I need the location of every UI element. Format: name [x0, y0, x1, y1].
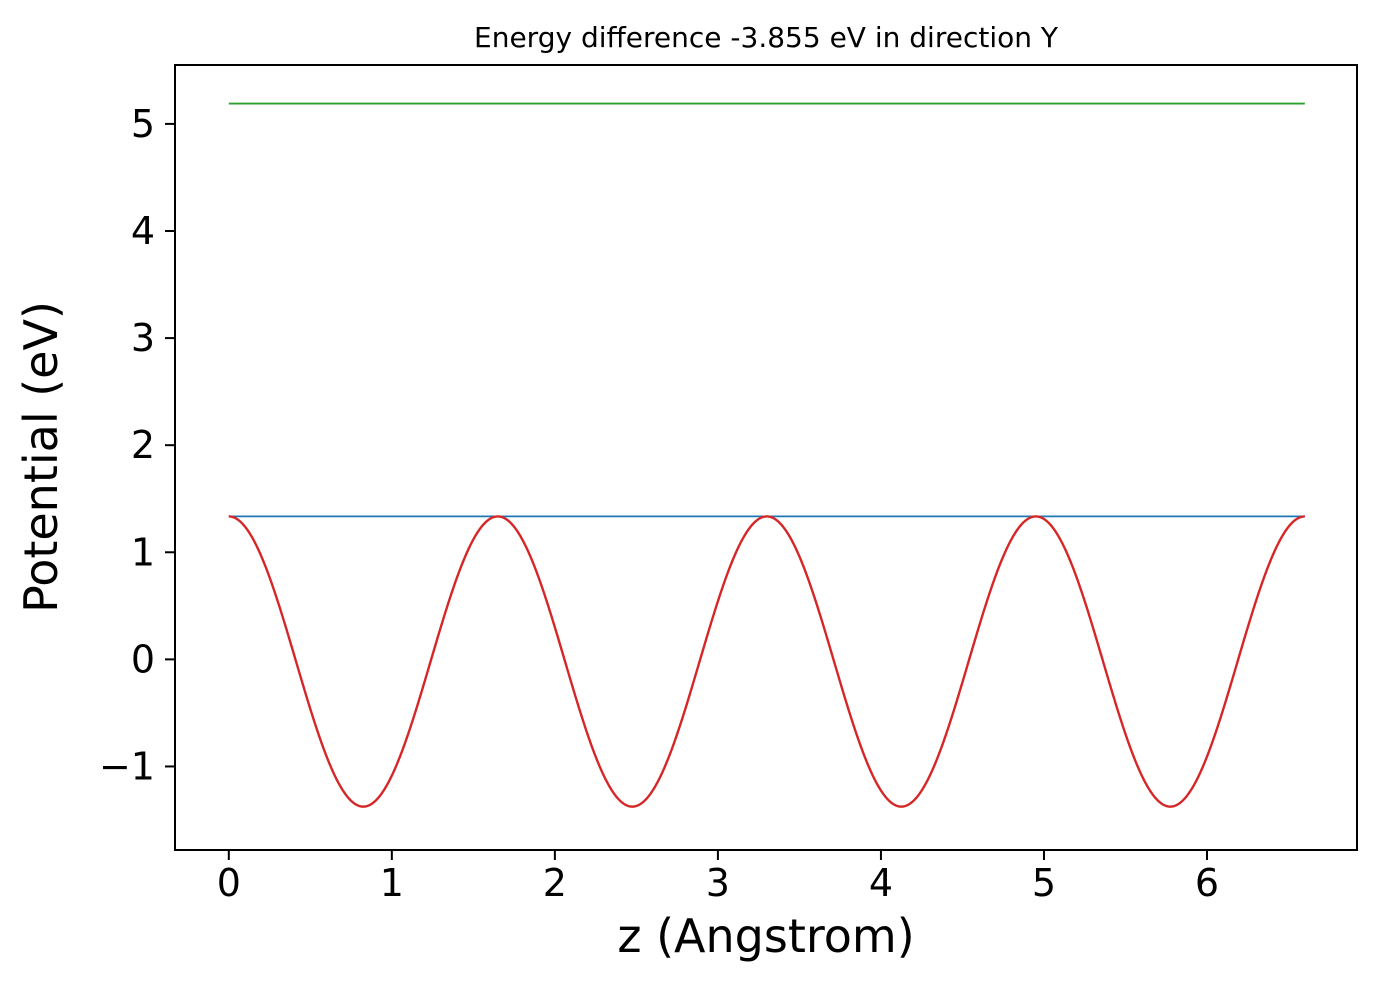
- y-tick-label: 5: [131, 102, 155, 146]
- x-tick-label: 4: [869, 861, 893, 905]
- y-axis-label: Potential (eV): [14, 301, 68, 613]
- y-tick-label: 3: [131, 316, 155, 360]
- y-tick-label: 4: [131, 209, 155, 253]
- x-axis-label: z (Angstrom): [617, 909, 914, 963]
- x-tick-label: 2: [543, 861, 567, 905]
- x-tick-label: 6: [1195, 861, 1219, 905]
- x-tick-label: 3: [706, 861, 730, 905]
- axes-spines: [174, 64, 1358, 851]
- y-tick-label: 1: [131, 530, 155, 574]
- plot-area: 0 1 2 3 4 5 6 −1 0 1 2 3 4 5: [99, 64, 1358, 905]
- y-tick-label: −1: [99, 744, 155, 788]
- y-tick-label: 0: [131, 637, 155, 681]
- x-tick-label: 0: [217, 861, 241, 905]
- x-tick-label: 5: [1032, 861, 1056, 905]
- x-tick-label: 1: [380, 861, 404, 905]
- y-tick-label: 2: [131, 423, 155, 467]
- chart-title: Energy difference -3.855 eV in direction…: [474, 21, 1059, 54]
- planar-averaged-potential-curve: [228, 515, 1306, 808]
